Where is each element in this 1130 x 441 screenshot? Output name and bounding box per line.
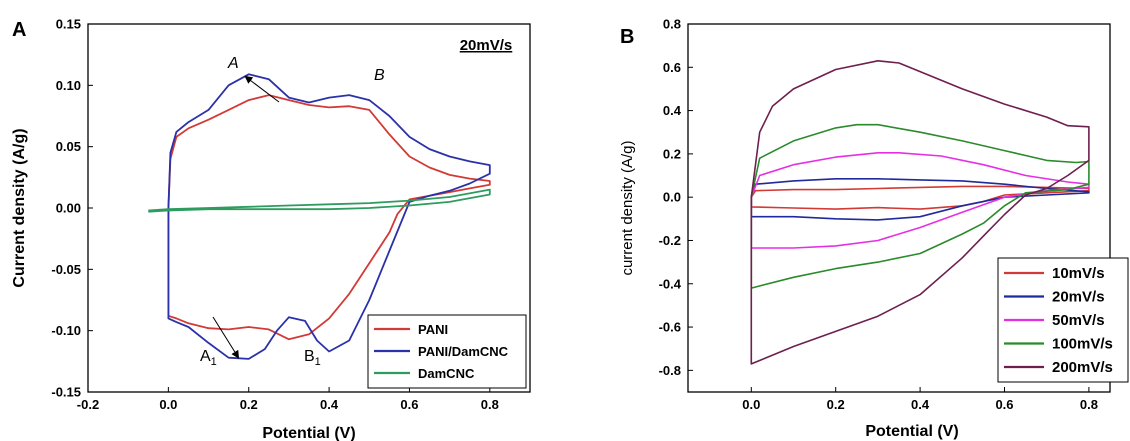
x-tick-label: 0.8 xyxy=(1080,397,1098,412)
chart-b: 0.0 0.2 0.4 0.6 0.8 -0.8 -0.6 -0.4 -0.2 0.0 0.2 0.… xyxy=(619,17,1129,440)
x-tick-label: 0.8 xyxy=(481,397,499,412)
peak-label-b1: B1 xyxy=(304,348,321,368)
legend-label: 10mV/s xyxy=(1052,265,1105,282)
series-line-100mv-s xyxy=(750,123,1090,289)
series-line-damcnc xyxy=(148,188,491,213)
peak-a-arrow xyxy=(244,75,280,103)
legend-label: 20mV/s xyxy=(1052,289,1105,306)
x-tick-label: 0.2 xyxy=(240,397,258,412)
y-tick-label: 0.0 xyxy=(663,190,681,205)
x-tick-label: 0.2 xyxy=(827,397,845,412)
y-tick-label: 0.8 xyxy=(663,17,681,32)
y-tick-label: -0.10 xyxy=(51,323,81,338)
chart-a-legend: PANI PANI/DamCNC DamCNC xyxy=(367,314,527,389)
chart-b-ylabel: current density (A/g) xyxy=(619,140,636,275)
panel-label-b: B xyxy=(620,26,634,48)
legend-label: 50mV/s xyxy=(1052,312,1105,329)
y-tick-label: 0.6 xyxy=(663,60,681,75)
chart-b-xlabel: Potential (V) xyxy=(865,423,958,440)
legend-label: PANI/DamCNC xyxy=(418,344,509,359)
legend-label: 200mV/s xyxy=(1052,359,1113,376)
y-tick-label: -0.6 xyxy=(659,320,681,335)
y-tick-label: 0.4 xyxy=(663,103,682,118)
x-tick-label: 0.4 xyxy=(911,397,930,412)
x-tick-label: 0.6 xyxy=(400,397,418,412)
chart-a-ylabel: Current density (A/g) xyxy=(11,128,28,287)
legend-label: 100mV/s xyxy=(1052,336,1113,353)
y-tick-label: 0.2 xyxy=(663,146,681,161)
peak-label-a1: A1 xyxy=(200,348,217,368)
y-tick-label: 0.00 xyxy=(56,201,81,216)
series-line-50mv-s xyxy=(750,152,1090,249)
chart-a-series-group xyxy=(148,73,491,360)
series-line-20mv-s xyxy=(750,178,1090,221)
y-tick-label: -0.4 xyxy=(659,276,682,291)
y-tick-label: -0.8 xyxy=(659,363,681,378)
chart-a-scan-rate: 20mV/s xyxy=(460,37,513,54)
y-tick-label: -0.2 xyxy=(659,233,681,248)
series-line-pani xyxy=(167,94,491,341)
peak-label-b: B xyxy=(374,67,385,84)
y-tick-label: -0.05 xyxy=(51,262,81,277)
chart-a-xlabel: Potential (V) xyxy=(262,425,355,441)
peak-label-a: A xyxy=(227,55,239,72)
x-tick-label: -0.2 xyxy=(77,397,99,412)
panel-label-a: A xyxy=(12,19,26,41)
x-tick-label: 0.4 xyxy=(320,397,339,412)
y-tick-label: -0.15 xyxy=(51,385,81,400)
y-tick-label: 0.10 xyxy=(56,78,81,93)
x-tick-label: 0.0 xyxy=(742,397,760,412)
peak-a1-arrow xyxy=(212,316,240,359)
legend-label: DamCNC xyxy=(418,366,475,381)
chart-b-legend: 10mV/s 20mV/s 50mV/s 100mV/s 200mV/s xyxy=(997,257,1129,383)
series-line-10mv-s xyxy=(750,185,1090,210)
series-line-200mv-s xyxy=(750,60,1090,365)
y-tick-label: 0.15 xyxy=(56,17,81,32)
chart-b-frame xyxy=(687,23,1111,393)
chart-b-series-group xyxy=(750,60,1090,365)
y-tick-label: 0.05 xyxy=(56,139,81,154)
chart-a: -0.2 0.0 0.2 0.4 0.6 0.8 -0.15 -0.10 -0.05 0.00 0… xyxy=(11,17,531,441)
x-tick-label: 0.6 xyxy=(995,397,1013,412)
legend-label: PANI xyxy=(418,322,448,337)
series-line-pani-damcnc xyxy=(167,73,491,360)
x-tick-label: 0.0 xyxy=(159,397,177,412)
